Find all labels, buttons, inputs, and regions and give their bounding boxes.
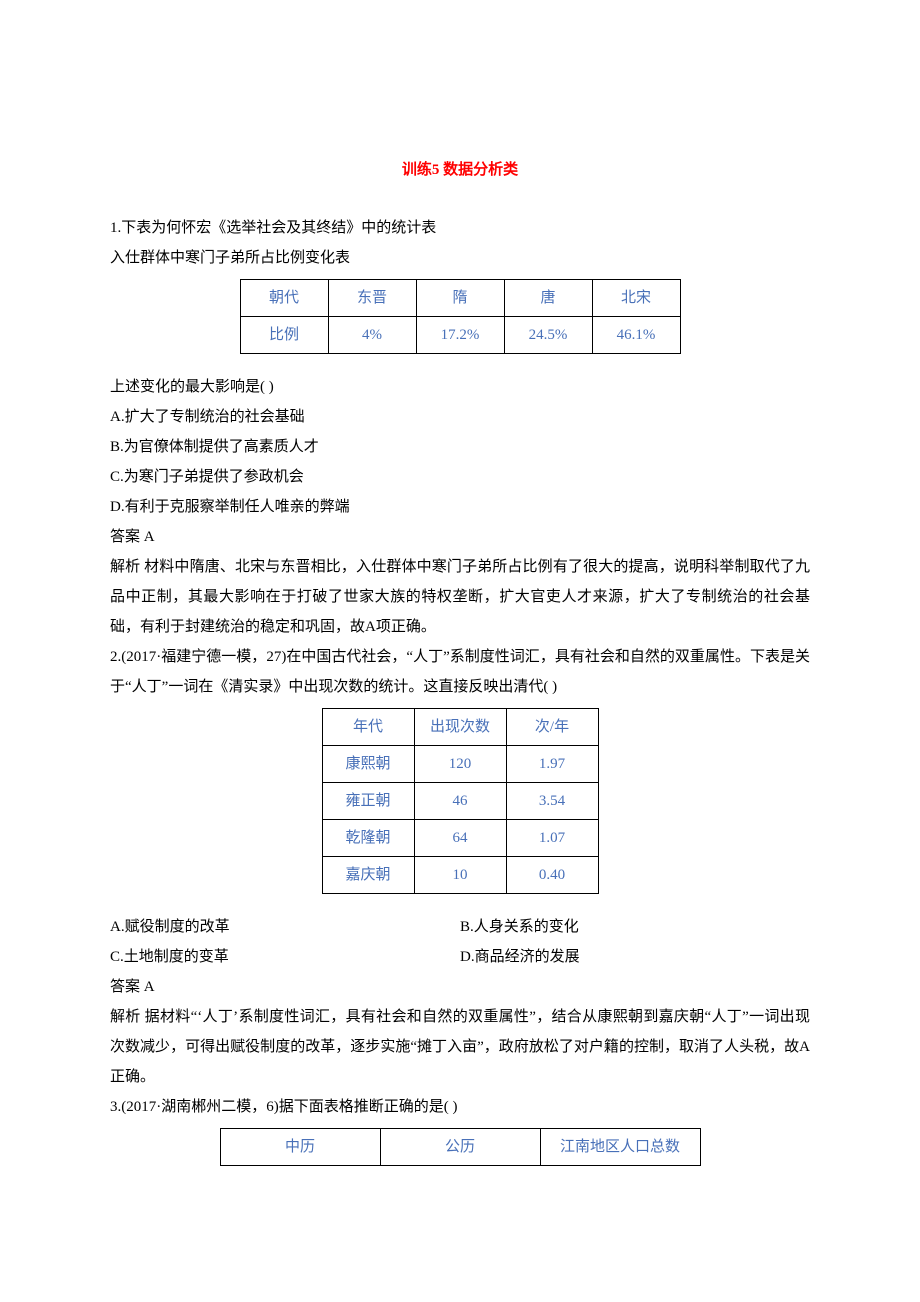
q1-th-3: 唐	[504, 280, 592, 317]
q1-th-0: 朝代	[240, 280, 328, 317]
q2-h-1: 出现次数	[414, 709, 506, 746]
q1-subtitle: 入仕群体中寒门子弟所占比例变化表	[110, 243, 810, 273]
q2-r3c2: 0.40	[506, 857, 598, 894]
q2-h-0: 年代	[322, 709, 414, 746]
table-row: 年代 出现次数 次/年	[322, 709, 598, 746]
q2-h-2: 次/年	[506, 709, 598, 746]
q2-option-d: D.商品经济的发展	[460, 942, 580, 972]
q2-r2c0: 乾隆朝	[322, 820, 414, 857]
q3-h-1: 公历	[380, 1129, 540, 1166]
table-row: 中历 公历 江南地区人口总数	[220, 1129, 700, 1166]
table-row: 比例 4% 17.2% 24.5% 46.1%	[240, 317, 680, 354]
q2-r2c1: 64	[414, 820, 506, 857]
q2-r3c1: 10	[414, 857, 506, 894]
table-row: 朝代 东晋 隋 唐 北宋	[240, 280, 680, 317]
q2-answer: 答案 A	[110, 972, 810, 1002]
q1-stem: 1.下表为何怀宏《选举社会及其终结》中的统计表	[110, 213, 810, 243]
q2-r0c1: 120	[414, 746, 506, 783]
page-title: 训练5 数据分析类	[110, 155, 810, 185]
q1-td-3: 24.5%	[504, 317, 592, 354]
table-row: 雍正朝 46 3.54	[322, 783, 598, 820]
q1-option-a: A.扩大了专制统治的社会基础	[110, 402, 810, 432]
q1-prompt: 上述变化的最大影响是( )	[110, 372, 810, 402]
q1-option-c: C.为寒门子弟提供了参政机会	[110, 462, 810, 492]
q2-r1c1: 46	[414, 783, 506, 820]
q1-td-1: 4%	[328, 317, 416, 354]
q1-th-1: 东晋	[328, 280, 416, 317]
q1-table: 朝代 东晋 隋 唐 北宋 比例 4% 17.2% 24.5% 46.1%	[240, 279, 681, 354]
q2-options-row1: A.赋役制度的改革 B.人身关系的变化	[110, 912, 810, 942]
q2-option-a: A.赋役制度的改革	[110, 912, 460, 942]
q2-r1c2: 3.54	[506, 783, 598, 820]
q1-td-4: 46.1%	[592, 317, 680, 354]
q3-stem: 3.(2017·湖南郴州二模，6)据下面表格推断正确的是( )	[110, 1092, 810, 1122]
table-row: 乾隆朝 64 1.07	[322, 820, 598, 857]
q2-table: 年代 出现次数 次/年 康熙朝 120 1.97 雍正朝 46 3.54 乾隆朝…	[322, 708, 599, 894]
q1-explain: 解析 材料中隋唐、北宋与东晋相比，入仕群体中寒门子弟所占比例有了很大的提高，说明…	[110, 552, 810, 642]
q2-options-row2: C.土地制度的变革 D.商品经济的发展	[110, 942, 810, 972]
q2-r2c2: 1.07	[506, 820, 598, 857]
q1-th-2: 隋	[416, 280, 504, 317]
q1-th-4: 北宋	[592, 280, 680, 317]
q1-option-d: D.有利于克服察举制任人唯亲的弊端	[110, 492, 810, 522]
q1-option-b: B.为官僚体制提供了高素质人才	[110, 432, 810, 462]
q2-r0c0: 康熙朝	[322, 746, 414, 783]
q2-r1c0: 雍正朝	[322, 783, 414, 820]
table-row: 康熙朝 120 1.97	[322, 746, 598, 783]
q2-explain: 解析 据材料“‘人丁’系制度性词汇，具有社会和自然的双重属性”，结合从康熙朝到嘉…	[110, 1002, 810, 1092]
q2-stem: 2.(2017·福建宁德一模，27)在中国古代社会，“人丁”系制度性词汇，具有社…	[110, 642, 810, 702]
q3-h-0: 中历	[220, 1129, 380, 1166]
q2-r0c2: 1.97	[506, 746, 598, 783]
q1-td-0: 比例	[240, 317, 328, 354]
q2-r3c0: 嘉庆朝	[322, 857, 414, 894]
table-row: 嘉庆朝 10 0.40	[322, 857, 598, 894]
q2-option-c: C.土地制度的变革	[110, 942, 460, 972]
q2-option-b: B.人身关系的变化	[460, 912, 579, 942]
q3-table: 中历 公历 江南地区人口总数	[220, 1128, 701, 1166]
q3-h-2: 江南地区人口总数	[540, 1129, 700, 1166]
q1-answer: 答案 A	[110, 522, 810, 552]
q1-td-2: 17.2%	[416, 317, 504, 354]
